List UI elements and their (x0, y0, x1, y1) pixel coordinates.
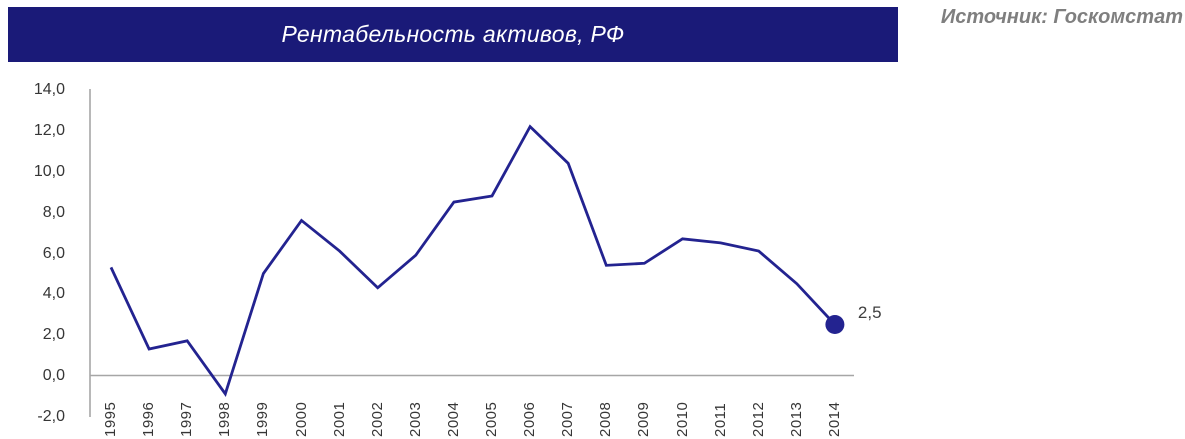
x-tick-label: 2004 (444, 401, 462, 437)
last-point-value-label: 2,5 (857, 302, 882, 322)
x-tick-label: 1998 (216, 401, 234, 437)
x-tick-label: 1997 (178, 401, 196, 437)
x-tick-label: 2011 (711, 402, 729, 437)
y-tick-label: 4,0 (42, 285, 65, 303)
source-label: Источник: Госкомстат (940, 6, 1183, 28)
y-tick-label: 14,0 (33, 81, 65, 99)
x-tick-label: 2000 (292, 401, 310, 437)
x-tick-label: 2013 (787, 401, 805, 437)
x-tick-label: 1996 (140, 401, 158, 437)
y-tick-label: 0,0 (42, 367, 65, 384)
x-tick-label: 2005 (483, 401, 500, 437)
x-tick-label: 2003 (406, 401, 424, 437)
x-tick-label: 2006 (521, 401, 539, 437)
last-point-marker (825, 315, 845, 334)
y-tick-label: 2,0 (42, 326, 65, 344)
x-tick-label: 2012 (749, 401, 767, 437)
y-tick-label: 10,0 (33, 163, 65, 180)
x-tick-label: 2010 (673, 401, 691, 437)
y-tick-label: 8,0 (42, 203, 65, 221)
x-tick-label: 2008 (597, 401, 615, 437)
chart-title: Рентабельность активов, РФ (281, 21, 625, 47)
x-tick-label: 1995 (102, 401, 119, 437)
x-tick-label: 2014 (825, 401, 843, 437)
chart-title-bar: Рентабельность активов, РФ (8, 7, 898, 62)
roa-line (109, 124, 836, 397)
x-tick-label: 2009 (635, 401, 653, 437)
y-tick-label: 6,0 (42, 244, 65, 262)
x-tick-label: 2002 (368, 401, 386, 437)
x-tick-label: 1999 (254, 401, 272, 437)
x-tick-label: 2001 (330, 401, 348, 437)
x-tick-label: 2007 (559, 401, 577, 437)
y-tick-label: 12,0 (33, 122, 65, 140)
y-tick-label: -2,0 (37, 407, 65, 425)
